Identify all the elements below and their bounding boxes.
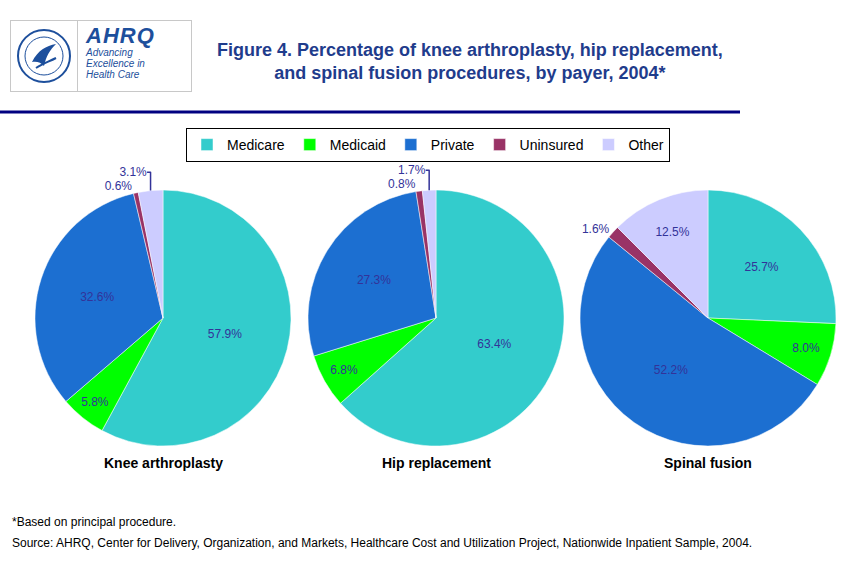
svg-text:Medicaid: Medicaid <box>330 137 386 153</box>
svg-text:Spinal fusion: Spinal fusion <box>664 455 752 471</box>
svg-text:Uninsured: Uninsured <box>520 137 584 153</box>
svg-text:25.7%: 25.7% <box>745 260 779 274</box>
svg-text:52.2%: 52.2% <box>654 363 688 377</box>
svg-text:6.8%: 6.8% <box>330 363 358 377</box>
svg-text:Source: AHRQ, Center for Deliv: Source: AHRQ, Center for Delivery, Organ… <box>12 536 752 550</box>
html-text:Excellence in: Excellence in <box>86 58 145 69</box>
svg-text:*Based on principal procedure.: *Based on principal procedure. <box>12 515 176 529</box>
svg-text:0.6%: 0.6% <box>105 179 133 193</box>
html-text:Advancing: Advancing <box>86 47 133 58</box>
svg-text:5.8%: 5.8% <box>81 395 109 409</box>
svg-text:Hip replacement: Hip replacement <box>382 455 491 471</box>
svg-text:Knee arthroplasty: Knee arthroplasty <box>104 455 223 471</box>
svg-text:1.7%: 1.7% <box>398 163 426 177</box>
html-text:Health Care: Health Care <box>86 69 140 80</box>
svg-text:1.6%: 1.6% <box>582 222 610 236</box>
svg-text:57.9%: 57.9% <box>208 327 242 341</box>
svg-text:27.3%: 27.3% <box>357 273 391 287</box>
svg-text:12.5%: 12.5% <box>655 225 689 239</box>
svg-text:8.0%: 8.0% <box>792 341 820 355</box>
svg-text:Medicare: Medicare <box>227 137 285 153</box>
svg-text:Private: Private <box>431 137 475 153</box>
svg-text:Other: Other <box>628 137 663 153</box>
html-text:AHRQ: AHRQ <box>86 23 155 48</box>
svg-text:3.1%: 3.1% <box>119 165 147 179</box>
svg-text:Figure 4. Percentage of knee a: Figure 4. Percentage of knee arthroplast… <box>217 40 723 83</box>
svg-text:63.4%: 63.4% <box>477 337 511 351</box>
svg-text:32.6%: 32.6% <box>80 290 114 304</box>
svg-text:0.8%: 0.8% <box>388 177 416 191</box>
